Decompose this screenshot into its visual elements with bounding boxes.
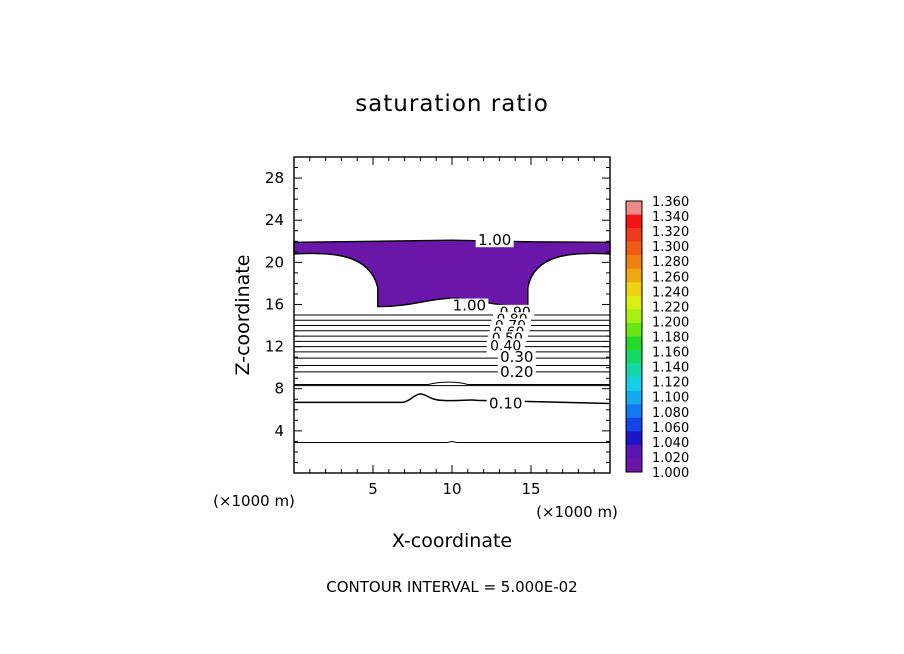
colorbar-label: 1.120 [652, 376, 689, 391]
contour-label: 1.00 [453, 297, 486, 315]
colorbar-label: 1.100 [652, 391, 689, 406]
contour-label: 0.30 [500, 348, 533, 366]
colorbar-segment [626, 431, 642, 446]
colorbar-segment [626, 350, 642, 364]
contour-label-backdrop [475, 233, 514, 248]
colorbar-segment [626, 404, 642, 419]
colorbar-segment [626, 214, 642, 229]
colorbar-label: 1.020 [652, 451, 689, 466]
x-tick-label: 5 [368, 480, 378, 498]
x-tick-label: 15 [521, 480, 540, 498]
contour-label-backdrop [497, 350, 536, 365]
colorbar-segment [626, 417, 642, 432]
colorbar-label: 1.000 [652, 466, 689, 481]
colorbar-label: 1.080 [652, 406, 689, 421]
colorbar-label: 1.320 [652, 225, 689, 240]
colorbar-segment [626, 458, 642, 473]
plot-area: 1.001.000.900.800.700.600.500.400.300.20… [265, 156, 611, 498]
colorbar-segment [626, 309, 642, 324]
y-tick-label: 24 [265, 211, 284, 229]
colorbar-frame [625, 200, 643, 473]
colorbar-segment [626, 390, 642, 405]
chart-title: saturation ratio [355, 91, 549, 117]
contour-label: 0.20 [500, 363, 533, 381]
y-tick-label: 16 [265, 295, 284, 313]
colorbar-label: 1.200 [652, 315, 689, 330]
colorbar: 1.3601.3401.3201.3001.2801.2601.2401.220… [625, 195, 689, 481]
colorbar-segment [626, 444, 642, 459]
colorbar-label: 1.280 [652, 255, 689, 270]
contour-label-backdrop [450, 298, 489, 313]
colorbar-label: 1.300 [652, 240, 689, 255]
colorbar-label: 1.220 [652, 300, 689, 315]
colorbar-label: 1.240 [652, 285, 689, 300]
x-unit-label: (×1000 m) [213, 492, 295, 510]
contour-label: 0.10 [489, 394, 522, 412]
contour-line-0.10 [294, 393, 611, 405]
colorbar-segment [626, 268, 642, 283]
colorbar-segment [626, 377, 642, 391]
colorbar-segment [626, 255, 642, 270]
y-tick-label: 20 [265, 253, 284, 271]
contour-label-backdrop [486, 338, 525, 353]
filled-region-above-1 [293, 239, 611, 308]
y-tick-label: 4 [274, 422, 284, 440]
colorbar-label: 1.040 [652, 436, 689, 451]
contour-interval-label: CONTOUR INTERVAL = 5.000E-02 [326, 578, 577, 596]
colorbar-segment [626, 228, 642, 242]
colorbar-label: 1.180 [652, 331, 689, 346]
x-axis-label: X-coordinate [392, 530, 512, 552]
colorbar-label: 1.140 [652, 361, 689, 376]
colorbar-label: 1.060 [652, 421, 689, 436]
y-tick-label: 8 [274, 380, 284, 398]
colorbar-label: 1.160 [652, 346, 689, 361]
colorbar-segment [626, 241, 642, 256]
colorbar-label: 1.340 [652, 210, 689, 225]
contour-line-0.05 [294, 440, 610, 443]
x-tick-label: 10 [442, 480, 461, 498]
y-tick-label: 28 [265, 169, 284, 187]
contour-line [294, 381, 610, 386]
contour-label-backdrop [486, 396, 525, 411]
colorbar-segment [626, 282, 642, 297]
colorbar-segment [626, 336, 642, 351]
contour-label: 1.00 [478, 231, 511, 249]
colorbar-segment [626, 295, 642, 310]
y-tick-label: 12 [265, 338, 284, 356]
colorbar-label: 1.360 [652, 195, 689, 210]
colorbar-segment [626, 363, 642, 378]
contour-label-backdrop [497, 364, 536, 379]
colorbar-label: 1.260 [652, 270, 689, 285]
y-axis-label: Z-coordinate [232, 255, 254, 376]
y-unit-label: (×1000 m) [536, 503, 618, 521]
colorbar-segment [626, 322, 642, 337]
colorbar-segment [626, 201, 642, 215]
